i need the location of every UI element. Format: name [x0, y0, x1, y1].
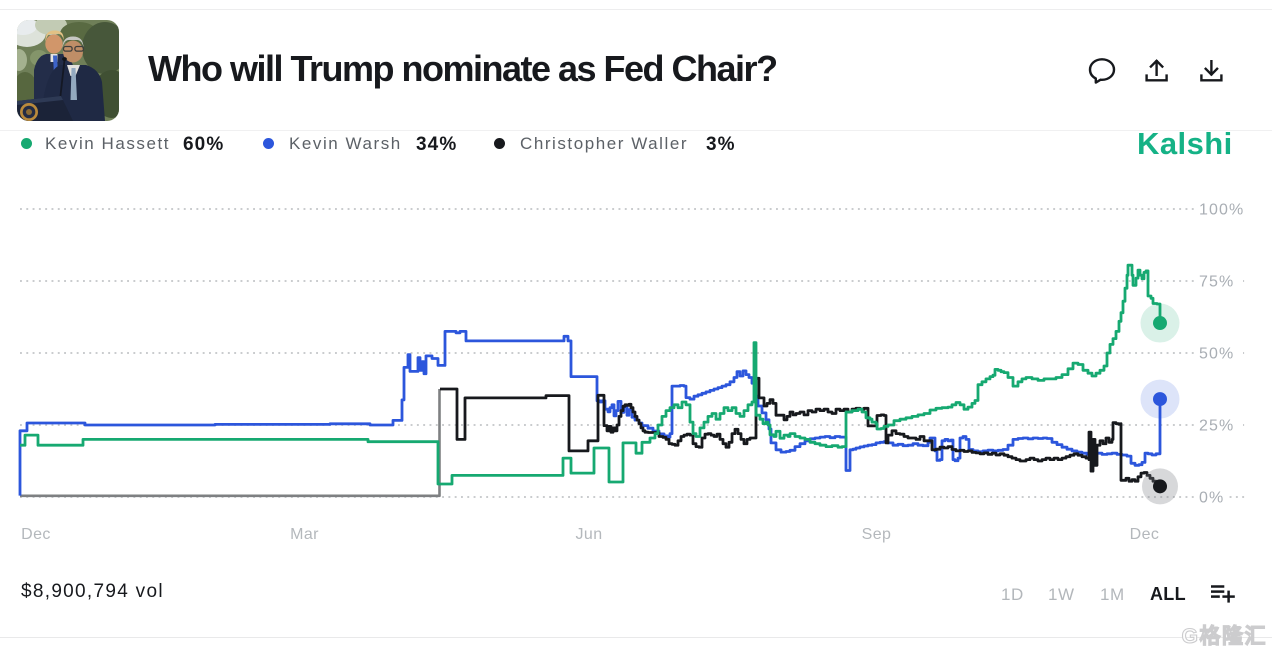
- svg-text:Jun: Jun: [576, 526, 603, 543]
- svg-text:Dec: Dec: [21, 526, 51, 543]
- svg-text:25%: 25%: [1199, 418, 1234, 435]
- svg-text:0%: 0%: [1199, 490, 1224, 507]
- svg-text:Dec: Dec: [1130, 526, 1160, 543]
- svg-text:Mar: Mar: [290, 526, 319, 543]
- svg-text:Sep: Sep: [862, 526, 892, 543]
- svg-text:75%: 75%: [1199, 274, 1234, 291]
- svg-text:100%: 100%: [1199, 202, 1244, 219]
- svg-text:50%: 50%: [1199, 346, 1234, 363]
